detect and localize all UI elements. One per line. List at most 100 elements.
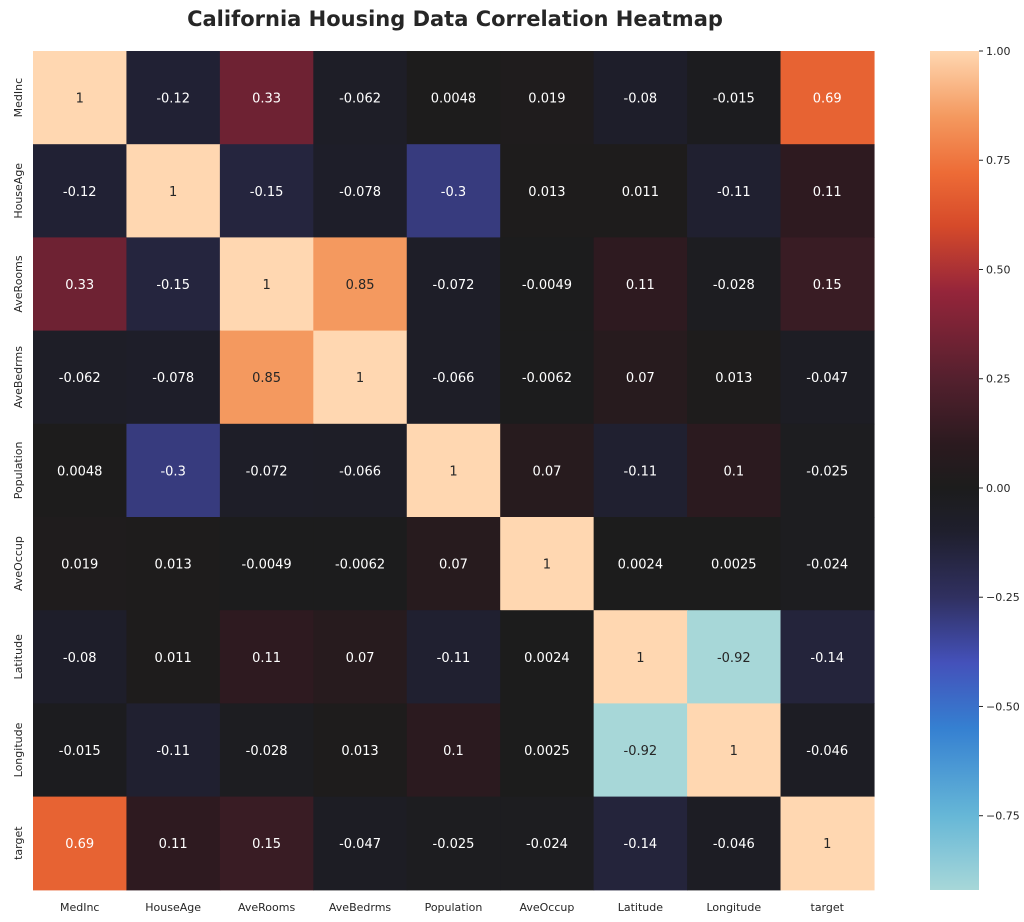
- cell-value-label: -0.024: [526, 837, 568, 852]
- heatmap-cell: [219, 703, 314, 798]
- cell-value-label: 0.07: [439, 558, 468, 573]
- colorbar-ticks: 1.00 0.75 0.50 0.25 0.00 −0.25 −0.50 −0.75: [979, 45, 1020, 823]
- chart-title: California Housing Data Correlation Heat…: [187, 7, 723, 31]
- heatmap-cell: [219, 330, 314, 425]
- heatmap-cell: [126, 330, 221, 425]
- cell-value-label: 1: [76, 92, 84, 107]
- heatmap-cell: [687, 51, 782, 145]
- cell-value-label: 0.85: [346, 278, 375, 293]
- heatmap-cell: [687, 517, 782, 611]
- colorbar: [930, 51, 979, 890]
- y-tick-label: AveRooms: [12, 255, 25, 312]
- cell-value-label: 0.11: [159, 837, 188, 852]
- heatmap-cell: [687, 237, 782, 332]
- heatmap-cell: [687, 330, 782, 425]
- heatmap-cell: [126, 237, 221, 332]
- heatmap-cell: [33, 330, 128, 425]
- heatmap-cell: [500, 51, 595, 145]
- cell-value-label: 0.011: [155, 651, 192, 666]
- heatmap-cell: [313, 144, 408, 238]
- cell-value-label: 1: [823, 837, 831, 852]
- x-tick-label: target: [811, 901, 845, 914]
- colorbar-tick-label: −0.75: [986, 810, 1020, 823]
- cell-value-label: 0.69: [813, 92, 842, 107]
- cell-value-label: -0.025: [806, 464, 848, 479]
- cell-value-label: 0.07: [532, 464, 561, 479]
- y-tick-label: AveOccup: [12, 536, 25, 591]
- heatmap-cell: [687, 423, 782, 518]
- heatmap-cell: [33, 423, 128, 518]
- heatmap-cell: [313, 330, 408, 425]
- heatmap-cell: [313, 423, 408, 518]
- heatmap-cell: [406, 51, 501, 145]
- cell-value-label: -0.11: [717, 185, 751, 200]
- heatmap-cell: [126, 796, 221, 891]
- cell-value-label: -0.066: [339, 464, 381, 479]
- heatmap-cell: [406, 517, 501, 611]
- cell-value-label: 1: [636, 651, 644, 666]
- cell-value-label: -0.11: [624, 464, 658, 479]
- heatmap-cell: [406, 330, 501, 425]
- heatmap-cell: [33, 517, 128, 611]
- cell-value-label: 0.013: [528, 185, 565, 200]
- cell-value-label: 0.85: [252, 371, 281, 386]
- cell-value-label: 0.15: [813, 278, 842, 293]
- cell-value-label: 0.33: [252, 92, 281, 107]
- heatmap-cell: [33, 703, 128, 798]
- heatmap-cell: [687, 144, 782, 238]
- cell-value-label: 0.11: [252, 651, 281, 666]
- cell-value-label: 0.11: [626, 278, 655, 293]
- heatmap-cell: [780, 423, 875, 518]
- heatmap-cell: [313, 517, 408, 611]
- cell-value-label: -0.062: [59, 371, 101, 386]
- heatmap-cell: [219, 51, 314, 145]
- heatmap-cell: [593, 144, 688, 238]
- heatmap-cell: [313, 610, 408, 704]
- cell-value-label: -0.0062: [522, 371, 572, 386]
- y-tick-labels: MedInc HouseAge AveRooms AveBedrms Populatio…: [12, 78, 25, 860]
- cell-value-label: -0.14: [810, 651, 844, 666]
- heatmap-cell: [593, 610, 688, 704]
- cell-value-label: -0.025: [433, 837, 475, 852]
- heatmap-cell: [780, 330, 875, 425]
- heatmap-cell: [33, 237, 128, 332]
- colorbar-tick-label: −0.50: [986, 700, 1020, 713]
- heatmap-cell: [500, 703, 595, 798]
- heatmap-cell: [126, 610, 221, 704]
- heatmap-cell: [780, 144, 875, 238]
- heatmap-cell: [687, 796, 782, 891]
- heatmap-cell: [406, 423, 501, 518]
- heatmap-cell: [500, 517, 595, 611]
- heatmap-cell: [593, 703, 688, 798]
- cell-value-label: -0.0049: [522, 278, 572, 293]
- cell-value-label: -0.028: [713, 278, 755, 293]
- y-tick-label: target: [12, 826, 25, 860]
- cell-value-label: -0.92: [717, 651, 751, 666]
- heatmap-cell: [126, 423, 221, 518]
- heatmap-cell: [500, 423, 595, 518]
- heatmap-cell: [780, 610, 875, 704]
- heatmap-cell: [126, 144, 221, 238]
- cell-value-label: -0.12: [63, 185, 97, 200]
- cell-value-label: -0.015: [59, 744, 101, 759]
- cell-value-label: -0.072: [246, 464, 288, 479]
- cell-value-label: 1: [543, 558, 551, 573]
- heatmap-cell: [126, 51, 221, 145]
- heatmap-cell: [780, 703, 875, 798]
- heatmap-cell: [500, 144, 595, 238]
- cell-value-label: -0.92: [624, 744, 658, 759]
- x-tick-label: Longitude: [706, 901, 761, 914]
- cell-value-label: 0.019: [61, 558, 98, 573]
- cell-value-label: -0.015: [713, 92, 755, 107]
- heatmap-cell: [313, 237, 408, 332]
- cell-value-label: -0.08: [624, 92, 658, 107]
- cell-value-label: 0.1: [723, 464, 744, 479]
- y-tick-label: Latitude: [12, 634, 25, 680]
- cell-value-label: 0.0024: [524, 651, 570, 666]
- colorbar-tick-label: 0.75: [986, 154, 1011, 167]
- cell-value-label: -0.08: [63, 651, 97, 666]
- cell-value-label: 0.69: [65, 837, 94, 852]
- heatmap-cells: 1 -0.12 0.33 -0.062 0.0048 0.019 -0.08 -0.015 0.…: [33, 51, 875, 891]
- x-tick-label: AveOccup: [519, 901, 574, 914]
- heatmap-cell: [313, 51, 408, 145]
